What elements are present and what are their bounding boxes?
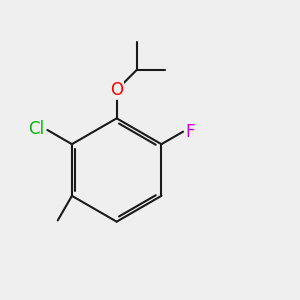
Text: F: F: [186, 123, 195, 141]
Text: O: O: [110, 81, 123, 99]
Text: Cl: Cl: [28, 120, 45, 138]
